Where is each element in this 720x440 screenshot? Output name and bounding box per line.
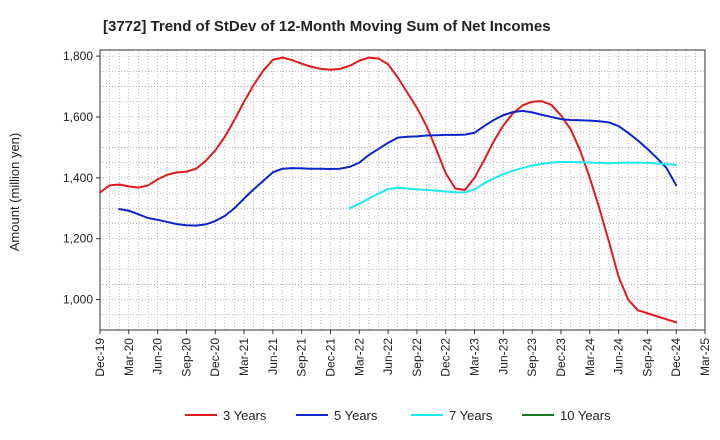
legend-label: 5 Years [334,408,378,423]
x-tick-label: Sep-22 [410,338,424,377]
legend-label: 7 Years [449,408,493,423]
x-tick-label: Jun-22 [381,338,395,375]
grid-lines [99,50,706,330]
legend-label: 10 Years [560,408,611,423]
y-tick-label: 1,800 [63,49,93,63]
x-axis-ticks: Dec-19 Mar-20 Jun-20 Sep-20 Dec-20 Mar-21 Jun-… [93,330,712,377]
x-tick-label: Dec-23 [554,338,568,377]
y-tick-label: 1,200 [63,232,93,246]
plot-area [99,49,706,331]
x-tick-label: Jun-23 [496,338,510,375]
x-tick-label: Dec-24 [669,338,683,377]
x-tick-label: Sep-21 [295,338,309,377]
series-line-5-years [118,109,678,227]
y-tick-label: 1,600 [63,110,93,124]
legend-label: 3 Years [223,408,267,423]
series-lines [99,56,678,324]
x-tick-label: Mar-21 [237,338,251,376]
y-tick-label: 1,400 [63,171,93,185]
x-tick-label: Jun-21 [266,338,280,375]
chart-title: [3772] Trend of StDev of 12-Month Moving… [103,18,551,35]
x-tick-label: Mar-25 [698,338,712,376]
legend: 3 Years 5 Years 7 Years 10 Years [185,408,611,423]
series-line-7-years [348,161,678,210]
x-tick-label: Mar-24 [583,338,597,376]
x-tick-label: Dec-19 [93,338,107,377]
y-axis-label: Amount (million yen) [7,133,22,252]
x-tick-label: Mar-20 [122,338,136,376]
x-tick-label: Sep-20 [179,338,193,377]
series-line-3-years [99,56,678,324]
x-tick-label: Sep-23 [525,338,539,377]
x-tick-label: Mar-23 [468,338,482,376]
x-tick-label: Dec-22 [439,338,453,377]
y-tick-label: 1,000 [63,293,93,307]
x-tick-label: Jun-20 [151,338,165,375]
y-axis-ticks: 1,000 1,200 1,400 1,600 1,800 [63,49,100,307]
x-tick-label: Jun-24 [612,338,626,375]
x-tick-label: Dec-20 [208,338,222,377]
x-tick-label: Sep-24 [640,338,654,377]
x-tick-label: Mar-22 [352,338,366,376]
x-tick-label: Dec-21 [323,338,337,377]
